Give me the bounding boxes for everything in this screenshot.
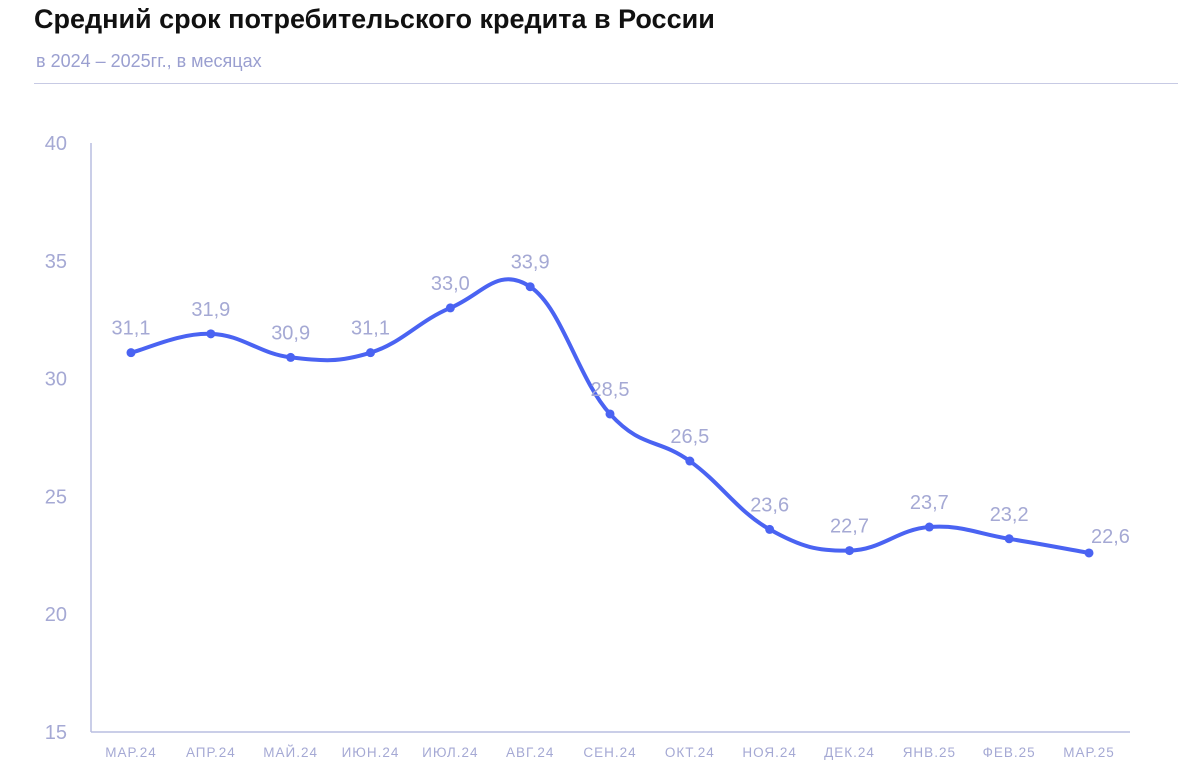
data-point xyxy=(366,348,375,358)
x-tick-label: МАР.24 xyxy=(105,745,156,760)
data-label: 22,6 xyxy=(1091,526,1130,548)
x-tick-label: МАР.25 xyxy=(1063,745,1114,760)
x-tick-label: ФЕВ.25 xyxy=(983,745,1036,760)
data-label: 22,7 xyxy=(830,516,869,538)
chart-title: Средний срок потребительского кредита в … xyxy=(34,4,715,34)
data-label: 33,0 xyxy=(431,273,470,295)
x-tick-label: АПР.24 xyxy=(186,745,236,760)
x-tick-label: СЕН.24 xyxy=(583,745,636,760)
data-label: 31,1 xyxy=(351,318,390,340)
data-label: 31,9 xyxy=(191,299,230,321)
data-point xyxy=(1084,548,1094,558)
data-point xyxy=(924,522,934,532)
data-labels: 31,1 31,9 30,9 31,1 33,0 33,9 28,5 26,5 23,6 22,7… xyxy=(112,252,1130,548)
x-axis: МАР.24 АПР.24 МАЙ.24 ИЮН.24 ИЮЛ.24 АВГ.24 СЕН.… xyxy=(91,731,1130,760)
data-point xyxy=(525,282,535,292)
data-label: 23,7 xyxy=(910,492,949,514)
x-tick-label: ИЮН.24 xyxy=(342,745,400,760)
data-point xyxy=(685,456,695,466)
y-tick-label: 15 xyxy=(45,722,67,744)
chart-subtitle: в 2024 – 2025гг., в месяцах xyxy=(36,51,262,71)
y-tick-label: 25 xyxy=(45,486,67,508)
header-divider xyxy=(34,83,1178,84)
data-label: 23,6 xyxy=(750,494,789,516)
x-tick-label: ДЕК.24 xyxy=(824,745,875,760)
x-tick-label: ОКТ.24 xyxy=(665,745,715,760)
x-tick-label: ЯНВ.25 xyxy=(903,745,956,760)
x-tick-label: АВГ.24 xyxy=(506,745,554,760)
data-points xyxy=(126,282,1094,558)
data-point xyxy=(1004,534,1014,544)
data-point xyxy=(126,348,136,358)
data-label: 28,5 xyxy=(591,379,630,401)
x-tick-label: НОЯ.24 xyxy=(742,745,796,760)
y-tick-label: 20 xyxy=(45,604,67,626)
y-tick-label: 35 xyxy=(45,251,67,273)
x-tick-label: МАЙ.24 xyxy=(263,745,318,760)
x-tick-label: ИЮЛ.24 xyxy=(422,745,478,760)
data-label: 31,1 xyxy=(112,318,151,340)
data-point xyxy=(845,546,854,556)
data-point xyxy=(605,409,615,419)
data-point xyxy=(765,524,775,534)
data-label: 33,9 xyxy=(511,252,550,274)
y-tick-label: 40 xyxy=(45,133,67,155)
data-label: 26,5 xyxy=(670,426,709,448)
data-point xyxy=(445,303,455,313)
y-tick-label: 30 xyxy=(45,369,67,391)
y-axis: 15 20 25 30 35 40 xyxy=(45,133,92,744)
data-point xyxy=(286,352,296,362)
data-point xyxy=(206,329,216,339)
data-label: 30,9 xyxy=(271,322,310,344)
data-label: 23,2 xyxy=(990,504,1029,526)
